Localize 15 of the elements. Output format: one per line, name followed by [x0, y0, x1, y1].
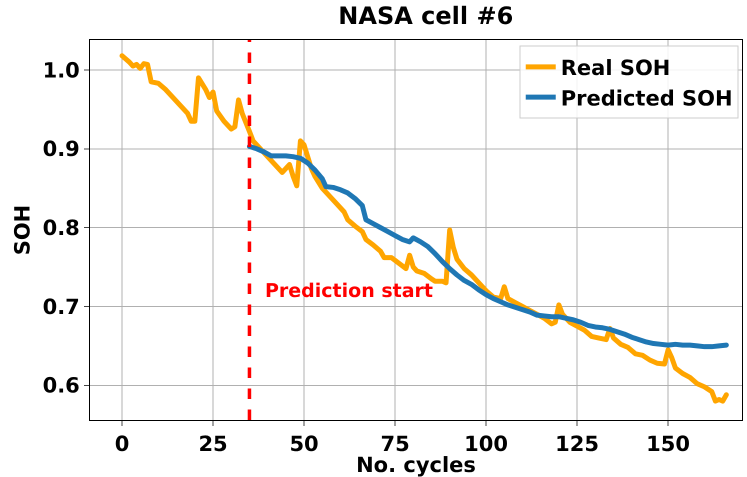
y-tick-label: 0.7 — [42, 294, 80, 319]
chart-title: NASA cell #6 — [338, 2, 514, 30]
y-tick-label: 0.8 — [42, 216, 80, 240]
legend-label: Real SOH — [560, 56, 670, 80]
x-tick-label: 25 — [198, 432, 228, 456]
x-tick-label: 150 — [646, 432, 690, 456]
y-axis-title: SOH — [10, 204, 35, 256]
x-tick-label: 0 — [114, 432, 130, 456]
x-tick-label: 125 — [555, 432, 600, 456]
y-tick-label: 0.9 — [42, 137, 80, 162]
annotation: Prediction start — [265, 280, 434, 302]
y-tick-label: 1.0 — [42, 58, 80, 82]
legend-label: Predicted SOH — [560, 86, 733, 110]
y-tick-label: 0.6 — [42, 374, 80, 398]
x-tick-label: 50 — [289, 432, 319, 456]
